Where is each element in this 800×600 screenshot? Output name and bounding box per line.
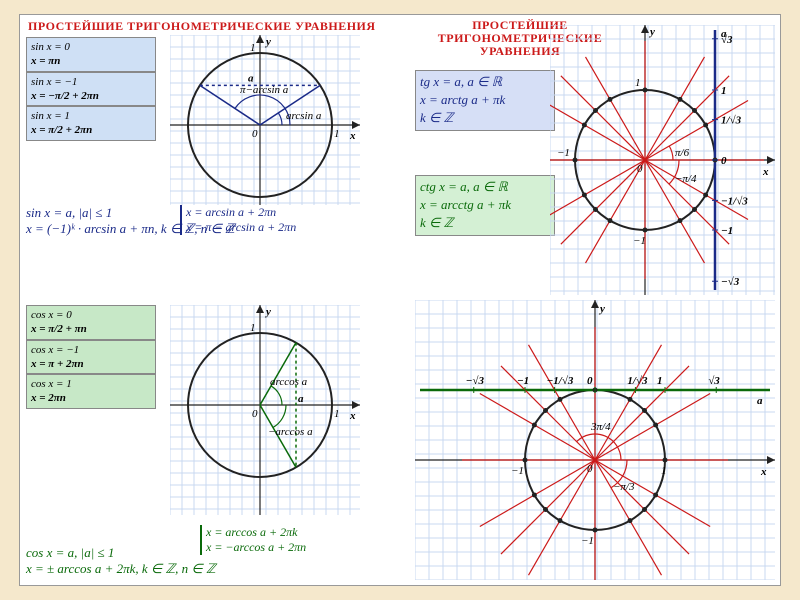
- svg-text:a: a: [248, 72, 254, 84]
- svg-text:a: a: [721, 28, 727, 40]
- sin-sol: x = πn: [31, 54, 151, 68]
- cos-row-0: cos x = 0 x = π/2 + πn: [26, 305, 156, 340]
- svg-text:−arccos a: −arccos a: [268, 426, 313, 438]
- tg-circle-chart: π/6−π/4√311/√30−1/√3−1−√3a0xy−1−11: [550, 25, 775, 295]
- cos-sol: x = π + 2πn: [31, 357, 151, 371]
- svg-text:0: 0: [252, 408, 258, 420]
- tg-line1: tg x = a, a ∈ ℝ: [420, 73, 550, 91]
- sin-row-1: sin x = −1 x = −π/2 + 2πn: [26, 72, 156, 107]
- svg-text:−1: −1: [557, 147, 570, 159]
- sin-eq: sin x = −1: [31, 75, 151, 89]
- svg-text:x: x: [349, 410, 356, 422]
- svg-text:π/6: π/6: [675, 147, 690, 159]
- svg-text:a: a: [757, 395, 763, 407]
- svg-text:arcsin a: arcsin a: [286, 110, 322, 122]
- tg-line3: k ∈ ℤ: [420, 109, 550, 127]
- svg-text:y: y: [264, 36, 271, 48]
- svg-text:x: x: [760, 466, 767, 478]
- ctg-circle-chart: 3π/4 −π/3 −√3 −1 −1/√3 0 1/√3 1 √3 a 0 x y 1 −1 −1: [415, 300, 775, 580]
- cos-rows: cos x = 0 x = π/2 + πn cos x = −1 x = π …: [26, 305, 156, 409]
- cos-eq: cos x = 0: [31, 308, 151, 322]
- cos-sol: x = π/2 + πn: [31, 322, 151, 336]
- svg-text:−π/3: −π/3: [613, 481, 635, 493]
- svg-text:1: 1: [334, 128, 340, 140]
- sin-row-0: sin x = 0 x = πn: [26, 37, 156, 72]
- cos-row-2: cos x = 1 x = 2πn: [26, 374, 156, 409]
- cos-eq: cos x = −1: [31, 343, 151, 357]
- page-frame: ПРОСТЕЙШИЕ ТРИГОНОМЕТРИЧЕСКИЕ УРАВНЕНИЯ …: [19, 14, 781, 586]
- cos-general: cos x = a, |a| ≤ 1 x = ± arccos a + 2πk,…: [26, 545, 216, 577]
- sin-bracket2: x = π − arcsin a + 2πn: [186, 220, 296, 235]
- ctg-line1: ctg x = a, a ∈ ℝ: [420, 178, 550, 196]
- tg-box: tg x = a, a ∈ ℝ x = arctg a + πk k ∈ ℤ: [415, 70, 555, 131]
- cos-bracket: x = arccos a + 2πk x = −arccos a + 2πn: [200, 525, 306, 555]
- svg-text:−π/4: −π/4: [675, 173, 697, 185]
- svg-text:−1/√3: −1/√3: [547, 375, 574, 387]
- svg-text:arccos a: arccos a: [270, 376, 308, 388]
- svg-text:1/√3: 1/√3: [627, 375, 648, 387]
- sin-sol: x = −π/2 + 2πn: [31, 89, 151, 103]
- svg-text:1/√3: 1/√3: [721, 115, 742, 127]
- svg-text:1: 1: [661, 465, 667, 477]
- svg-text:−1/√3: −1/√3: [721, 195, 748, 207]
- svg-text:−1: −1: [633, 235, 646, 247]
- cos-row-1: cos x = −1 x = π + 2πn: [26, 340, 156, 375]
- svg-text:−√3: −√3: [466, 375, 485, 387]
- svg-text:1: 1: [721, 85, 727, 97]
- title-left: ПРОСТЕЙШИЕ ТРИГОНОМЕТРИЧЕСКИЕ УРАВНЕНИЯ: [28, 19, 376, 34]
- svg-text:−√3: −√3: [721, 276, 740, 288]
- cos-eq: cos x = 1: [31, 377, 151, 391]
- svg-text:−1: −1: [517, 375, 529, 387]
- sin-row-2: sin x = 1 x = π/2 + 2πn: [26, 106, 156, 141]
- svg-text:−1: −1: [581, 535, 594, 547]
- svg-text:1: 1: [334, 408, 340, 420]
- svg-text:1: 1: [250, 322, 256, 334]
- svg-text:−1: −1: [511, 465, 524, 477]
- svg-text:−1: −1: [721, 225, 733, 237]
- cos-general-title: cos x = a, |a| ≤ 1: [26, 545, 216, 561]
- svg-text:a: a: [298, 393, 304, 405]
- sin-eq: sin x = 1: [31, 109, 151, 123]
- sin-bracket1: x = arcsin a + 2πn: [186, 205, 296, 220]
- svg-text:π−arcsin a: π−arcsin a: [240, 84, 289, 96]
- svg-text:3π/4: 3π/4: [590, 421, 611, 433]
- svg-text:x: x: [349, 130, 356, 142]
- svg-text:y: y: [264, 306, 271, 318]
- svg-text:0: 0: [587, 375, 593, 387]
- ctg-line3: k ∈ ℤ: [420, 214, 550, 232]
- svg-text:1: 1: [250, 42, 256, 54]
- tg-line2: x = arctg a + πk: [420, 91, 550, 109]
- svg-text:√3: √3: [708, 375, 720, 387]
- sin-eq: sin x = 0: [31, 40, 151, 54]
- svg-text:1: 1: [635, 77, 641, 89]
- cos-circle-chart: arccos a−arccos aa011xy: [170, 305, 360, 515]
- cos-bracket2: x = −arccos a + 2πn: [206, 540, 306, 555]
- svg-text:1: 1: [657, 375, 663, 387]
- cos-general-sol: x = ± arccos a + 2πk, k ∈ ℤ, n ∈ ℤ: [26, 561, 216, 577]
- svg-text:y: y: [648, 26, 655, 38]
- ctg-line2: x = arcctg a + πk: [420, 196, 550, 214]
- svg-text:x: x: [762, 166, 769, 178]
- svg-text:0: 0: [252, 128, 258, 140]
- svg-text:y: y: [598, 303, 605, 315]
- sin-sol: x = π/2 + 2πn: [31, 123, 151, 137]
- cos-sol: x = 2πn: [31, 391, 151, 405]
- svg-text:0: 0: [637, 163, 643, 175]
- svg-text:0: 0: [587, 463, 593, 475]
- sin-bracket: x = arcsin a + 2πn x = π − arcsin a + 2π…: [180, 205, 296, 235]
- ctg-box: ctg x = a, a ∈ ℝ x = arcctg a + πk k ∈ ℤ: [415, 175, 555, 236]
- sin-rows: sin x = 0 x = πn sin x = −1 x = −π/2 + 2…: [26, 37, 156, 141]
- svg-text:0: 0: [721, 155, 727, 167]
- sin-circle-chart: arcsin aπ−arcsin aa011xy: [170, 35, 360, 205]
- cos-bracket1: x = arccos a + 2πk: [206, 525, 306, 540]
